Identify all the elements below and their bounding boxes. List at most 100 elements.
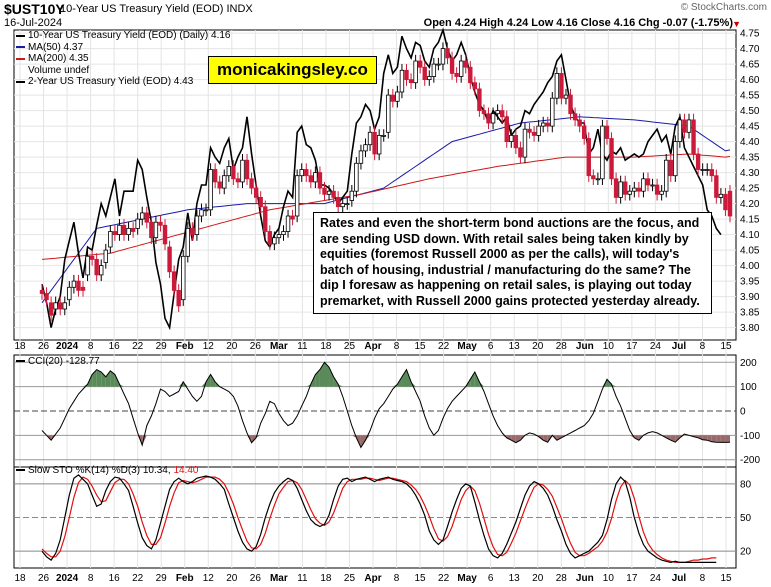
candle-body [358,150,364,164]
candle-body [317,172,323,189]
candle-body [431,63,437,77]
candle-body [481,110,487,115]
x-tick-label: 17 [626,341,638,352]
x-tick-label-bottom: 15 [720,573,732,584]
candle-body [522,128,528,158]
candle-body [376,134,382,155]
x-tick-label-bottom: Mar [270,573,288,584]
candle-body [80,286,86,291]
y-tick-label: 4.60 [740,75,760,86]
candle-body [185,227,191,257]
y-tick-label: 4.45 [740,122,760,133]
y-tick-label: 4.65 [740,60,760,71]
candle-body [445,48,450,59]
ohlc-readout: Open 4.24 High 4.24 Low 4.16 Close 4.16 … [423,17,733,29]
candle-body [199,209,204,217]
x-tick-label-bottom: 26 [38,573,50,584]
candle-body [203,209,209,212]
candle-body [85,255,90,276]
cci-oversold-fill [725,435,730,443]
stockcharts-credit[interactable]: © StockCharts.com [680,2,767,13]
candle-body [276,234,282,239]
candle-body [386,94,391,133]
candle-body [294,175,300,217]
stochastic-panel [14,474,736,564]
legend-2y: 2-Year US Treasury Yield (EOD) 4.43 [16,76,231,88]
x-tick-label: 6 [488,341,494,352]
candle-body [449,57,455,74]
sto-k-line [41,474,717,564]
candle-body [468,66,473,84]
cci-oversold-fill [716,435,721,443]
x-tick-label: 20 [532,341,544,352]
x-tick-label-bottom: 15 [415,573,427,584]
price-candles [39,42,733,322]
candle-body [253,187,259,198]
candle-body [390,94,396,102]
candle-body [112,231,118,235]
candle-body [408,79,414,84]
cci-oversold-fill [679,435,685,438]
candle-body [395,91,400,102]
candle-body [208,169,213,211]
y-tick-label: 4.00 [740,261,760,272]
moving-averages [41,27,731,331]
candle-body [568,94,573,115]
candle-body [463,60,468,68]
candle-body [413,60,418,84]
cci-overbought-fill [178,381,184,387]
candle-body [326,190,332,195]
cci-legend-swatch [16,360,25,363]
cci-overbought-fill [96,369,102,387]
sto-tick-label: 50 [740,513,752,524]
cci-panel [14,361,736,461]
cci-tick-label: 100 [740,382,757,393]
cci-overbought-fill [105,370,111,387]
x-tick-label: Feb [176,341,194,352]
y-tick-label: 3.90 [740,292,760,303]
candle-body [331,190,336,198]
x-tick-label: 18 [14,341,26,352]
candle-body [149,221,154,239]
candle-body [586,138,591,177]
candle-body [458,60,464,77]
x-tick-label-bottom: Jun [576,573,594,584]
x-tick-label-bottom: 29 [156,573,168,584]
sto-label: Slow STO %K(14) %D(3) 10.34, 14.40 [16,465,198,476]
candle-body [659,190,664,195]
candle-body [67,286,72,301]
candle-body [167,246,172,273]
x-tick-label-bottom: 16 [109,573,121,584]
cci-oversold-fill [365,435,371,441]
x-tick-label: 22 [438,341,450,352]
cci-oversold-fill [360,435,366,448]
cci-overbought-fill [101,372,106,387]
candle-body [618,181,623,198]
x-tick-label: 28 [556,341,568,352]
candle-body [244,159,250,180]
candle-body [559,73,564,99]
legend-swatch-2y [16,80,25,83]
x-tick-label-bottom: 25 [344,573,356,584]
candle-body [212,169,218,183]
candle-body [668,159,673,177]
candle-body [340,203,345,208]
candle-body [591,175,596,180]
x-tick-label: 11 [297,341,308,352]
candle-body [600,125,605,180]
candle-body [144,212,149,223]
x-tick-label: May [457,341,477,352]
x-tick-label-bottom: Jul [672,573,687,584]
x-tick-label-bottom: 22 [132,573,144,584]
y-tick-label: 4.75 [740,29,760,40]
candle-body [454,73,459,77]
cci-overbought-fill [206,374,211,387]
candle-body [158,221,163,226]
candle-body [417,60,423,68]
x-tick-label: Jul [672,341,687,352]
symbol-title: $UST10Y [4,1,65,17]
cci-oversold-fill [142,435,147,446]
ma200-line [41,153,731,260]
candle-body [422,66,427,80]
candle-body [636,187,642,192]
